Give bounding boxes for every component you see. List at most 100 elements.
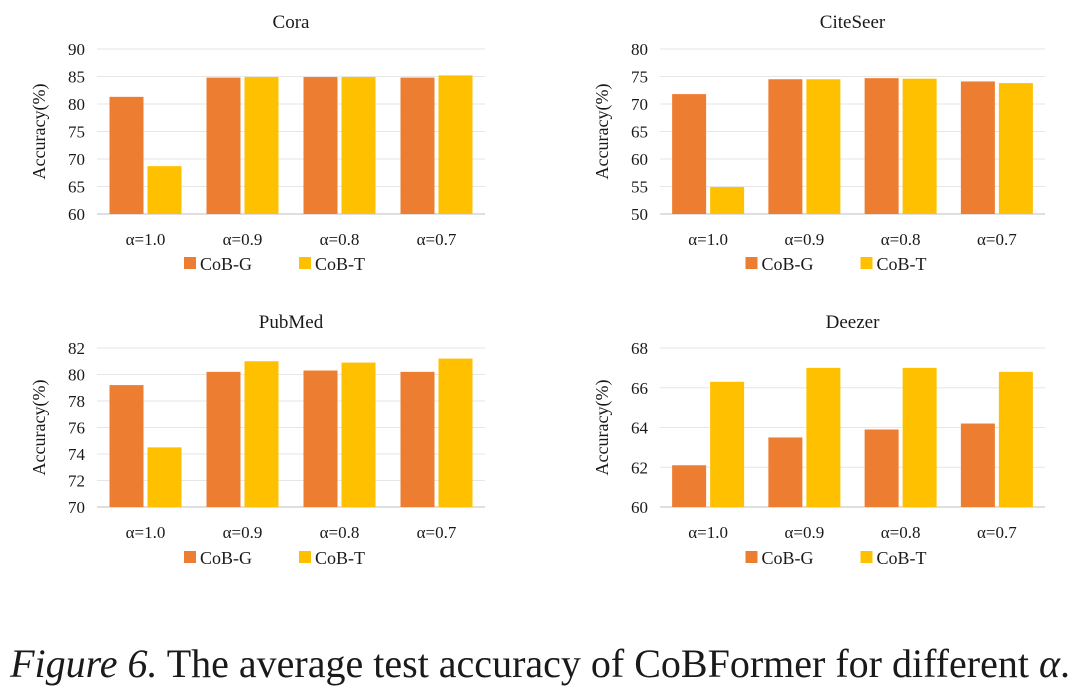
- legend-label: CoB-G: [200, 254, 252, 274]
- x-tick-label: α=0.9: [785, 523, 825, 542]
- y-tick-label: 90: [68, 40, 85, 59]
- y-tick-label: 85: [68, 68, 85, 87]
- y-tick-label: 70: [631, 95, 648, 114]
- y-tick-label: 78: [68, 392, 85, 411]
- y-tick-label: 64: [631, 419, 649, 438]
- bar-cob-t-2: [244, 361, 279, 507]
- y-tick-label: 50: [631, 205, 648, 224]
- figure-caption: Figure 6. The average test accuracy of C…: [0, 640, 1080, 688]
- x-tick-label: α=0.8: [881, 523, 921, 542]
- y-tick-label: 74: [68, 445, 86, 464]
- bar-cob-t-4: [438, 358, 473, 507]
- x-tick-label: α=0.7: [977, 523, 1017, 542]
- bar-cob-t-2: [244, 77, 279, 214]
- y-axis-label: Accuracy(%): [592, 84, 613, 180]
- bar-cob-t-1: [710, 381, 745, 507]
- legend-label: CoB-T: [877, 254, 927, 274]
- x-tick-label: α=0.9: [785, 230, 825, 249]
- x-tick-label: α=0.8: [320, 230, 360, 249]
- legend-swatch-cob-t: [860, 257, 873, 269]
- legend-label: CoB-T: [877, 548, 927, 568]
- bar-cob-t-3: [902, 367, 937, 507]
- bar-cob-g-4: [400, 371, 435, 507]
- legend-label: CoB-G: [762, 548, 814, 568]
- legend-label: CoB-T: [315, 254, 365, 274]
- legend-swatch-cob-g: [745, 257, 758, 269]
- bar-cob-g-1: [672, 94, 707, 214]
- y-tick-label: 70: [68, 498, 85, 517]
- x-tick-label: α=0.9: [223, 230, 263, 249]
- y-tick-label: 75: [68, 123, 85, 142]
- y-axis-label: Accuracy(%): [29, 84, 50, 180]
- legend-label: CoB-G: [762, 254, 814, 274]
- bar-cob-g-3: [303, 370, 338, 507]
- chart-title: PubMed: [259, 312, 324, 333]
- bar-cob-t-2: [806, 367, 841, 507]
- bar-cob-t-4: [438, 75, 473, 215]
- bar-cob-g-2: [206, 77, 241, 214]
- y-tick-label: 66: [631, 379, 648, 398]
- x-tick-label: α=0.8: [320, 523, 360, 542]
- y-tick-label: 80: [631, 40, 648, 59]
- x-tick-label: α=0.9: [223, 523, 263, 542]
- legend-swatch-cob-g: [184, 257, 196, 269]
- caption-end: .: [1059, 641, 1070, 686]
- bar-cob-g-3: [864, 78, 899, 215]
- y-tick-label: 70: [68, 150, 85, 169]
- caption-alpha-symbol: α: [1038, 641, 1060, 686]
- chart-cora: Cora 60 65 70 75 80 85 90 Accuracy(%) α=1.0 α=0.9 α…: [29, 12, 485, 274]
- bar-cob-g-4: [960, 81, 995, 214]
- x-tick-label: α=1.0: [126, 230, 166, 249]
- y-tick-label: 55: [631, 178, 648, 197]
- y-tick-label: 72: [68, 472, 85, 491]
- figure-charts: Cora 60 65 70 75 80 85 90 Accuracy(%) α=1.0 α=0.9 α…: [29, 12, 1045, 568]
- bar-cob-t-1: [710, 187, 745, 214]
- x-tick-label: α=0.8: [881, 230, 921, 249]
- y-tick-label: 80: [68, 366, 85, 385]
- x-tick-label: α=0.7: [417, 523, 457, 542]
- bar-cob-g-2: [768, 79, 803, 214]
- x-tick-label: α=1.0: [126, 523, 166, 542]
- bar-cob-g-1: [109, 96, 144, 214]
- x-tick-label: α=0.7: [977, 230, 1017, 249]
- y-tick-label: 82: [68, 339, 85, 358]
- bar-cob-g-1: [109, 385, 144, 507]
- bar-cob-g-4: [960, 423, 995, 507]
- bar-cob-t-3: [341, 362, 376, 507]
- legend-swatch-cob-g: [745, 551, 758, 563]
- legend-label: CoB-G: [200, 548, 252, 568]
- legend-swatch-cob-g: [184, 551, 196, 563]
- y-tick-label: 65: [631, 123, 648, 142]
- chart-title: Cora: [273, 12, 311, 33]
- bar-cob-g-1: [672, 465, 707, 507]
- chart-citeseer: CiteSeer 50 55 60 65 70 75 80 Accuracy(%) α=1.0 α=…: [592, 12, 1045, 274]
- x-tick-label: α=0.7: [417, 230, 457, 249]
- x-tick-label: α=1.0: [688, 523, 728, 542]
- y-tick-label: 60: [68, 205, 85, 224]
- y-tick-label: 80: [68, 95, 85, 114]
- bar-cob-g-2: [206, 371, 241, 507]
- legend-swatch-cob-t: [299, 551, 311, 563]
- legend-swatch-cob-t: [860, 551, 873, 563]
- legend-swatch-cob-t: [299, 257, 311, 269]
- bar-cob-t-4: [998, 371, 1033, 507]
- bar-cob-t-1: [147, 166, 182, 214]
- chart-title: CiteSeer: [820, 12, 886, 33]
- x-tick-label: α=1.0: [688, 230, 728, 249]
- bar-cob-g-3: [864, 429, 899, 507]
- chart-deezer: Deezer 60 62 64 66 68 Accuracy(%) α=1.0 α=0.9 α=0…: [592, 312, 1045, 568]
- y-axis-label: Accuracy(%): [592, 380, 613, 476]
- y-tick-label: 75: [631, 68, 648, 87]
- y-axis-label: Accuracy(%): [29, 380, 50, 476]
- bar-cob-t-3: [341, 77, 376, 214]
- figure-label: Figure 6.: [10, 641, 158, 686]
- bar-cob-t-2: [806, 79, 841, 214]
- y-tick-label: 60: [631, 150, 648, 169]
- bar-cob-g-2: [768, 437, 803, 507]
- chart-pubmed: PubMed 70 72 74 76 78 80 82 Accuracy(%) α=1.0 α=0.…: [29, 312, 485, 568]
- bar-cob-g-3: [303, 77, 338, 214]
- bar-cob-t-3: [902, 78, 937, 214]
- bar-cob-t-4: [998, 83, 1033, 214]
- bar-cob-g-4: [400, 77, 435, 214]
- y-tick-label: 62: [631, 458, 648, 477]
